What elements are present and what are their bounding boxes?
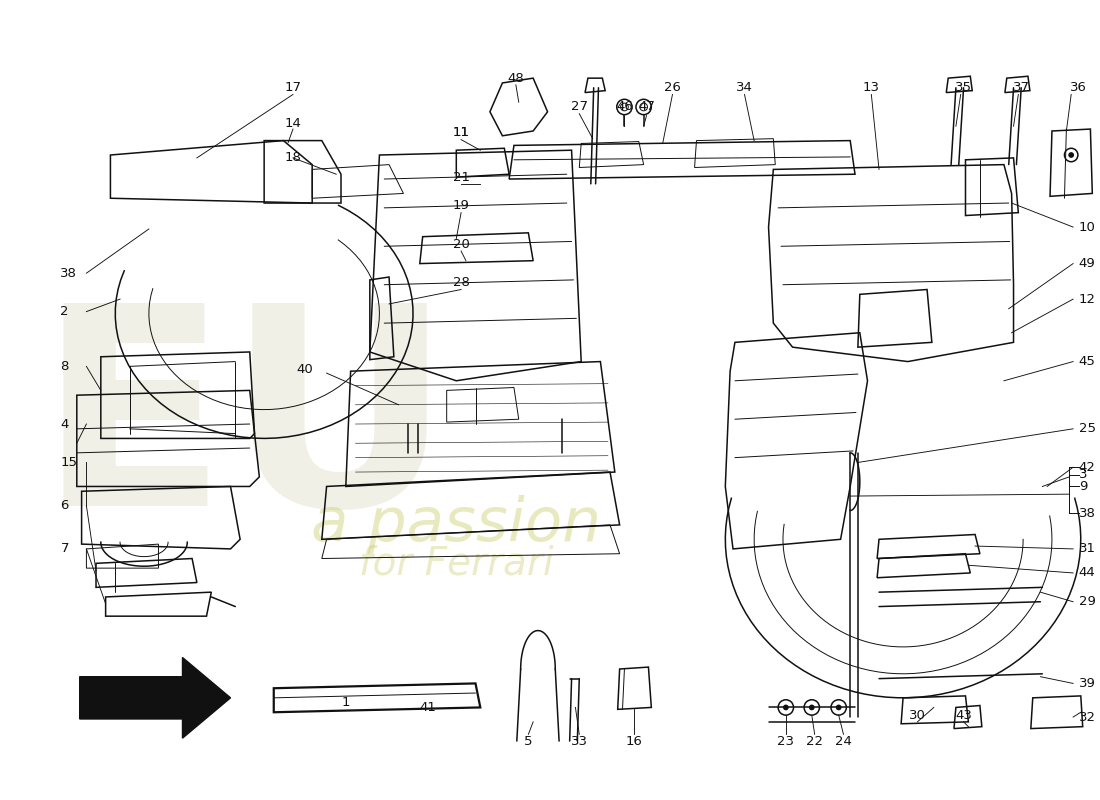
- Text: 44: 44: [1079, 566, 1096, 579]
- Text: 2: 2: [60, 305, 69, 318]
- Text: 30: 30: [909, 709, 926, 722]
- Text: 48: 48: [507, 72, 525, 85]
- Circle shape: [1068, 152, 1074, 158]
- Circle shape: [808, 705, 815, 710]
- Text: 41: 41: [419, 701, 436, 714]
- Text: 9: 9: [1079, 480, 1087, 493]
- Text: 21: 21: [452, 170, 470, 184]
- Text: 38: 38: [1079, 507, 1096, 520]
- Text: 8: 8: [60, 360, 69, 373]
- Text: 20: 20: [453, 238, 470, 251]
- Text: 16: 16: [626, 734, 642, 747]
- Text: EU: EU: [37, 294, 452, 564]
- Text: 29: 29: [1079, 595, 1096, 608]
- Text: 10: 10: [1079, 221, 1096, 234]
- Text: 15: 15: [60, 456, 77, 469]
- Text: 3: 3: [1079, 469, 1088, 482]
- Text: 28: 28: [453, 276, 470, 290]
- Text: 13: 13: [862, 82, 880, 94]
- Text: 14: 14: [285, 117, 301, 130]
- Text: 46: 46: [616, 101, 632, 114]
- Text: 42: 42: [1079, 461, 1096, 474]
- Text: 11: 11: [452, 126, 470, 139]
- Polygon shape: [79, 658, 231, 738]
- Text: 22: 22: [806, 734, 823, 747]
- Text: 47: 47: [638, 101, 654, 114]
- Text: 5: 5: [524, 734, 532, 747]
- Text: 19: 19: [453, 199, 470, 213]
- Text: 4: 4: [60, 418, 69, 430]
- Text: 35: 35: [955, 82, 972, 94]
- Text: 26: 26: [664, 82, 681, 94]
- Text: 25: 25: [1079, 422, 1096, 435]
- Text: 18: 18: [285, 151, 301, 164]
- Text: 27: 27: [571, 101, 587, 114]
- Text: 32: 32: [1079, 710, 1096, 723]
- Text: 39: 39: [1079, 677, 1096, 690]
- Text: 40: 40: [296, 362, 312, 376]
- Text: 1: 1: [342, 696, 350, 709]
- Text: 23: 23: [778, 734, 794, 747]
- Text: a passion: a passion: [311, 495, 602, 554]
- Text: 49: 49: [1079, 257, 1096, 270]
- Text: for Ferrari: for Ferrari: [359, 544, 553, 582]
- Text: 24: 24: [835, 734, 851, 747]
- Text: 43: 43: [955, 709, 972, 722]
- Text: 6: 6: [60, 499, 69, 512]
- Text: 45: 45: [1079, 355, 1096, 368]
- Text: 7: 7: [60, 542, 69, 555]
- Text: 17: 17: [285, 82, 301, 94]
- Text: 37: 37: [1013, 82, 1030, 94]
- Text: 34: 34: [736, 82, 754, 94]
- Text: 36: 36: [1070, 82, 1087, 94]
- Text: 33: 33: [571, 734, 587, 747]
- Text: 31: 31: [1079, 542, 1096, 555]
- Text: 12: 12: [1079, 293, 1096, 306]
- Circle shape: [836, 705, 842, 710]
- Text: 11: 11: [452, 126, 470, 139]
- Circle shape: [783, 705, 789, 710]
- Text: 38: 38: [60, 266, 77, 280]
